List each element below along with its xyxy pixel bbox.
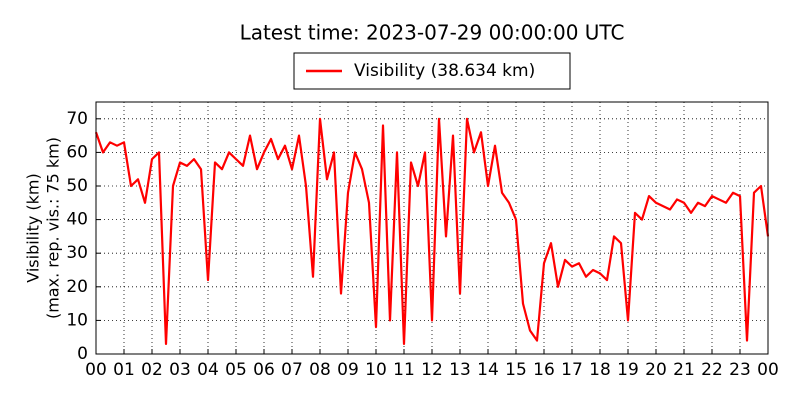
x-tick-label: 23 bbox=[729, 360, 751, 380]
y-tick-label: 10 bbox=[66, 310, 88, 330]
x-tick-label: 16 bbox=[533, 360, 555, 380]
y-axis-label: (max. rep. vis.: 75 km) bbox=[44, 137, 63, 319]
y-tick-label: 0 bbox=[77, 344, 88, 364]
x-tick-label: 00 bbox=[85, 360, 107, 380]
legend-box bbox=[293, 52, 571, 90]
y-tick-label: 60 bbox=[66, 142, 88, 162]
x-tick-label: 02 bbox=[141, 360, 163, 380]
x-tick-label: 22 bbox=[701, 360, 723, 380]
y-axis-label: Visibility (km) bbox=[24, 173, 43, 282]
x-tick-label: 09 bbox=[337, 360, 359, 380]
x-tick-label: 17 bbox=[561, 360, 583, 380]
y-tick-label: 40 bbox=[66, 210, 88, 230]
x-tick-label: 21 bbox=[673, 360, 695, 380]
y-tick-label: 70 bbox=[66, 109, 88, 129]
x-tick-label: 18 bbox=[589, 360, 611, 380]
y-tick-label: 50 bbox=[66, 176, 88, 196]
x-tick-label: 01 bbox=[113, 360, 135, 380]
x-tick-label: 20 bbox=[645, 360, 667, 380]
legend-label: Visibility (38.634 km) bbox=[354, 61, 535, 81]
plot-frame bbox=[95, 101, 769, 355]
x-tick-label: 15 bbox=[505, 360, 527, 380]
x-tick-label: 00 bbox=[757, 360, 779, 380]
y-tick-label: 30 bbox=[66, 243, 88, 263]
x-tick-label: 04 bbox=[197, 360, 219, 380]
y-tick-label: 20 bbox=[66, 277, 88, 297]
x-tick-label: 14 bbox=[477, 360, 499, 380]
x-tick-label: 10 bbox=[365, 360, 387, 380]
x-tick-label: 13 bbox=[449, 360, 471, 380]
x-tick-label: 12 bbox=[421, 360, 443, 380]
x-tick-label: 08 bbox=[309, 360, 331, 380]
data-line bbox=[94, 117, 770, 346]
x-tick-label: 07 bbox=[281, 360, 303, 380]
x-tick-label: 19 bbox=[617, 360, 639, 380]
chart-title: Latest time: 2023-07-29 00:00:00 UTC bbox=[240, 21, 625, 45]
x-tick-label: 03 bbox=[169, 360, 191, 380]
x-tick-label: 05 bbox=[225, 360, 247, 380]
x-tick-label: 06 bbox=[253, 360, 275, 380]
x-tick-label: 11 bbox=[393, 360, 415, 380]
